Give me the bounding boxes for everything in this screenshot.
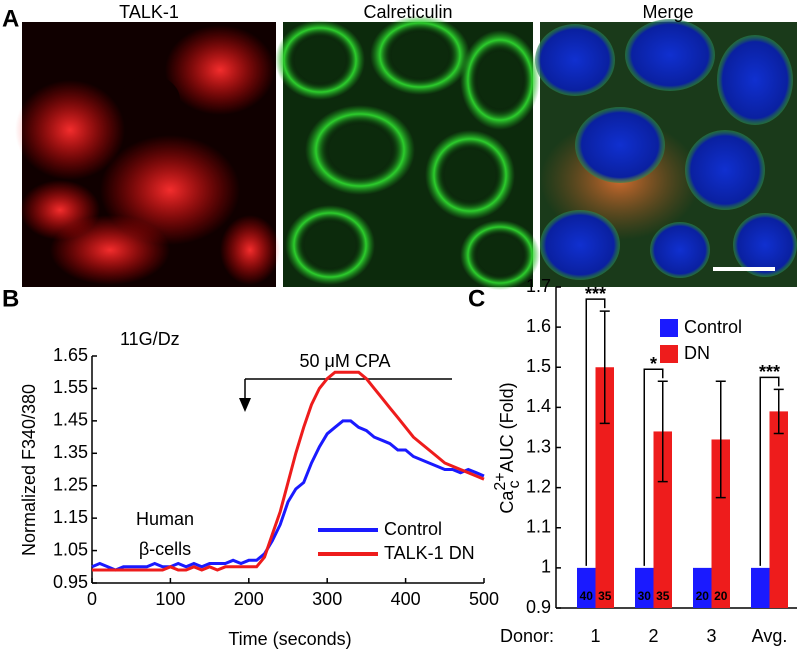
y-tick-label: 1.3 <box>526 436 551 456</box>
y-axis-label: Ca2+c AUC (Fold) <box>492 382 523 513</box>
error-bar <box>657 380 668 483</box>
image-talk1 <box>15 22 280 287</box>
bar <box>769 411 788 608</box>
y-tick-label: 1.7 <box>526 276 551 296</box>
line-series <box>91 419 485 572</box>
x-tick-label: 200 <box>234 589 264 609</box>
cpa-arrowhead <box>239 398 251 412</box>
y-tick-label: 0.95 <box>53 572 88 592</box>
y-tick-label: 1.65 <box>53 345 88 365</box>
y-tick-label: 0.9 <box>526 597 551 617</box>
y-tick-label: 1.4 <box>526 396 551 416</box>
x-tick-label: 300 <box>312 589 342 609</box>
annotation: 50 μM CPA <box>299 351 390 371</box>
n-label: 40 <box>580 589 594 603</box>
y-tick-label: 1.55 <box>53 377 88 397</box>
image-merge <box>535 19 797 287</box>
y-tick-label: 1 <box>541 557 551 577</box>
y-label-base: Ca <box>497 490 517 514</box>
annotation: β-cells <box>139 539 191 559</box>
error-bar <box>715 380 726 499</box>
y-tick-label: 1.5 <box>526 356 551 376</box>
y-tick-label: 1.35 <box>53 442 88 462</box>
y-tick-label: 1.1 <box>526 517 551 537</box>
image-calreticulin <box>275 15 540 290</box>
significance: * <box>650 354 657 374</box>
image-title: Merge <box>642 2 693 22</box>
y-tick-label: 1.25 <box>53 474 88 494</box>
x-tick-label: 500 <box>469 589 499 609</box>
annotation: Human <box>136 509 194 529</box>
x-tick-label: 100 <box>155 589 185 609</box>
error-bar <box>773 388 784 435</box>
bar <box>577 567 596 608</box>
y-tick-label: 1.45 <box>53 410 88 430</box>
legend-label: Control <box>384 519 442 539</box>
legend-swatch <box>660 319 678 337</box>
significance-bracket <box>585 298 606 566</box>
legend-label: DN <box>684 343 710 363</box>
x-axis-label: Time (seconds) <box>228 629 351 649</box>
bar <box>693 567 712 608</box>
y-tick-label: 1.05 <box>53 539 88 559</box>
error-bar <box>599 310 610 425</box>
y-tick-label: 1.15 <box>53 507 88 527</box>
x-tick-label: 3 <box>706 626 716 646</box>
line-series <box>92 370 485 572</box>
legend-swatch <box>660 345 678 363</box>
significance-bracket <box>759 376 780 566</box>
panel-label: B <box>2 285 19 312</box>
n-label: 20 <box>696 589 710 603</box>
x-axis-label: Donor: <box>500 626 554 646</box>
y-tick-label: 1.6 <box>526 316 551 336</box>
significance: *** <box>585 284 606 304</box>
y-label-sub: c <box>506 480 523 488</box>
y-label-sup: 2+ <box>492 472 509 490</box>
n-label: 20 <box>714 589 728 603</box>
bar <box>751 567 770 608</box>
legend-label: Control <box>684 317 742 337</box>
bar <box>711 439 730 608</box>
x-tick-label: 2 <box>648 626 658 646</box>
annotation: 11G/Dz <box>120 329 180 349</box>
n-label: 35 <box>598 589 612 603</box>
panel-label: C <box>468 285 485 312</box>
image-title: Calreticulin <box>363 2 452 22</box>
bar <box>595 367 614 608</box>
significance: *** <box>759 362 780 382</box>
bar <box>635 567 654 608</box>
bar <box>653 431 672 608</box>
x-tick-label: 0 <box>87 589 97 609</box>
y-label-rest: AUC (Fold) <box>497 382 517 472</box>
significance-bracket <box>643 368 664 566</box>
legend-label: TALK-1 DN <box>384 543 475 563</box>
x-tick-label: 400 <box>391 589 421 609</box>
y-tick-label: 1.2 <box>526 476 551 496</box>
n-label: 35 <box>656 589 670 603</box>
panel-label: A <box>2 5 19 32</box>
n-label: 30 <box>638 589 652 603</box>
x-tick-label: Avg. <box>752 626 788 646</box>
x-tick-label: 1 <box>590 626 600 646</box>
image-title: TALK-1 <box>119 2 179 22</box>
y-axis-label: Normalized F340/380 <box>19 384 39 556</box>
